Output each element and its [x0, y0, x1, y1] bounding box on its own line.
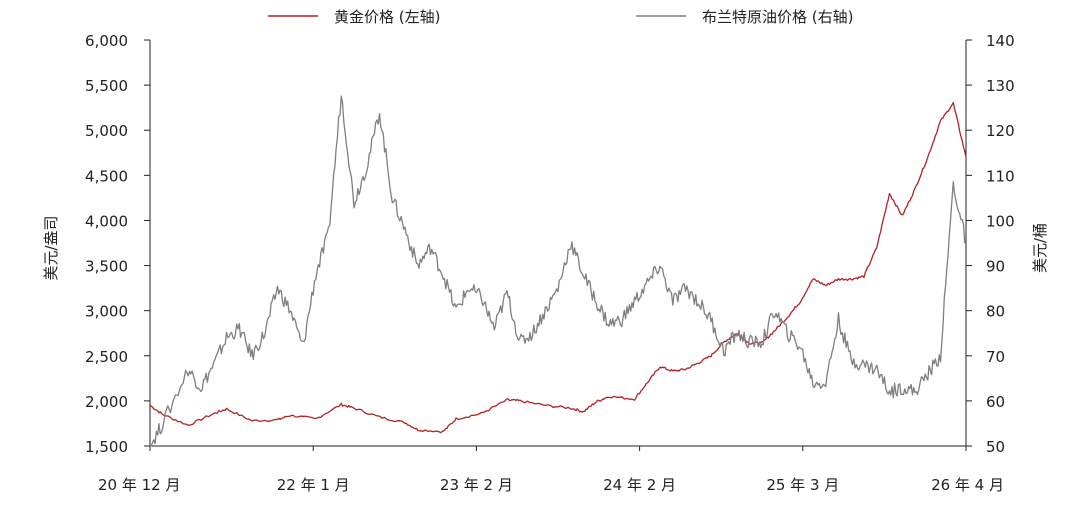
right-tick-label: 50 [986, 438, 1005, 456]
right-tick-label: 80 [986, 303, 1005, 321]
left-tick-label: 4,500 [85, 167, 128, 185]
left-tick-label: 3,000 [85, 303, 128, 321]
x-tick-label: 24 年 2 月 [603, 476, 676, 494]
right-axis-ticks: 50 60 70 80 90 100 110 120 130 140 [966, 32, 1015, 456]
x-tick-label: 20 年 12 月 [98, 476, 180, 494]
legend-label-brent: 布兰特原油价格 (右轴) [702, 8, 853, 26]
right-axis-label: 美元/桶 [1031, 223, 1049, 273]
x-tick-label: 23 年 2 月 [440, 476, 513, 494]
left-tick-label: 2,000 [85, 393, 128, 411]
x-axis-ticks: 20 年 12 月 22 年 1 月 23 年 2 月 24 年 2 月 25 年 3 … [98, 446, 1004, 494]
left-tick-label: 5,500 [85, 77, 128, 95]
right-tick-label: 110 [986, 167, 1015, 185]
x-tick-label: 25 年 3 月 [766, 476, 839, 494]
right-tick-label: 100 [986, 212, 1015, 230]
x-tick-label: 22 年 1 月 [277, 476, 350, 494]
x-tick-label: 26 年 4 月 [931, 476, 1004, 494]
left-tick-label: 3,500 [85, 258, 128, 276]
right-tick-label: 70 [986, 348, 1005, 366]
legend: 黄金价格 (左轴) 布兰特原油价格 (右轴) [268, 8, 853, 26]
legend-label-gold: 黄金价格 (左轴) [334, 8, 440, 26]
left-tick-label: 5,000 [85, 122, 128, 140]
right-tick-label: 140 [986, 32, 1015, 50]
series-layer [149, 95, 967, 447]
axes [149, 40, 967, 447]
left-tick-label: 6,000 [85, 32, 128, 50]
right-tick-label: 60 [986, 393, 1005, 411]
left-axis-ticks: 1,500 2,000 2,500 3,000 3,500 4,000 4,500 5,000… [85, 32, 150, 456]
left-axis-label: 美元/盎司 [42, 215, 60, 280]
right-tick-label: 130 [986, 77, 1015, 95]
left-tick-label: 4,000 [85, 212, 128, 230]
left-tick-label: 1,500 [85, 438, 128, 456]
gold-price-line [149, 101, 967, 434]
left-tick-label: 2,500 [85, 348, 128, 366]
brent-price-line [150, 95, 967, 447]
right-tick-label: 90 [986, 258, 1005, 276]
right-tick-label: 120 [986, 122, 1015, 140]
